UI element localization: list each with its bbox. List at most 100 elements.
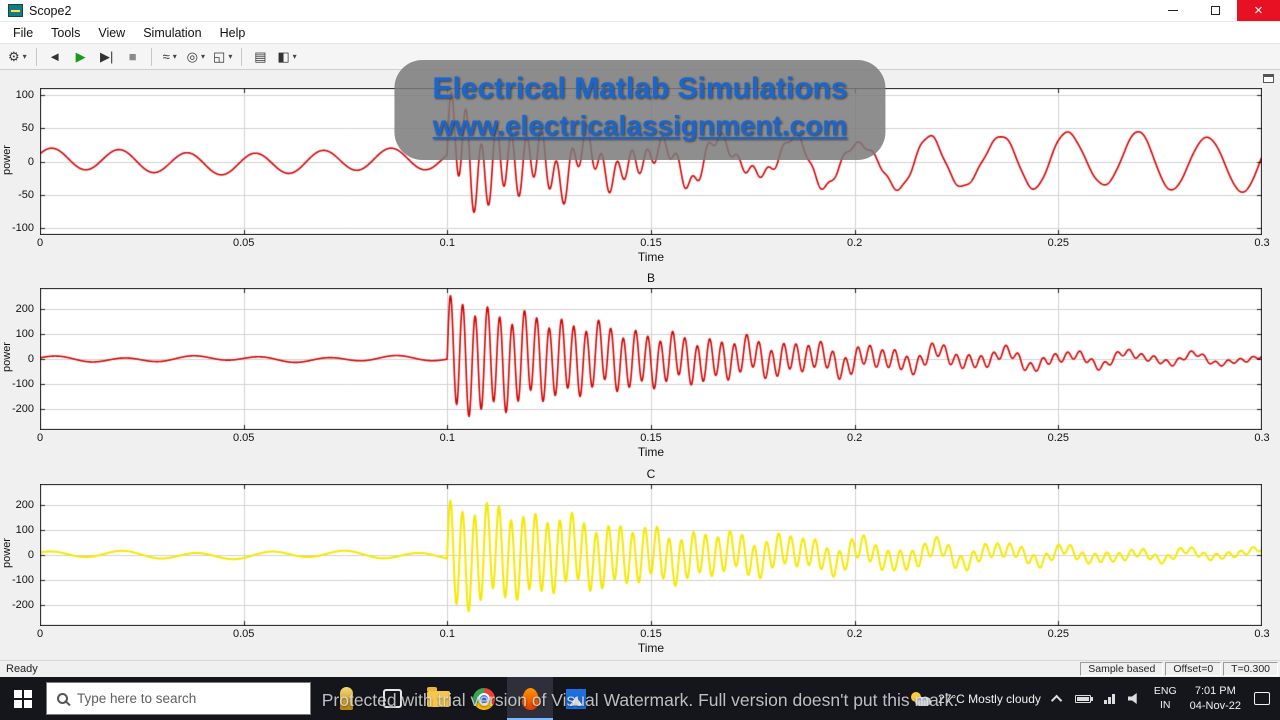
watermark-title: Electrical Matlab Simulations — [432, 72, 848, 105]
scope-app-icon — [8, 4, 23, 17]
x-tick-label: 0.2 — [847, 628, 863, 640]
toolbar-zoom-button[interactable]: ◎ — [184, 46, 208, 67]
x-tick-label: 0.2 — [847, 432, 863, 444]
toolbar-autoscale-button[interactable]: ◱ — [210, 46, 235, 67]
scope-plot-b: B power -200 -100 0 100 200 0 0.05 0.1 0.15 0.2 0… — [0, 271, 1280, 459]
menu-view[interactable]: View — [98, 25, 126, 40]
x-tick-label: 0.3 — [1254, 432, 1270, 444]
scope-plot-area: power -100 -50 0 50 100 0 0.05 0.1 0.15 0.2 0.25 0… — [0, 70, 1280, 660]
plot-title: B — [646, 271, 655, 285]
toolbar-run-button[interactable]: ▶ — [75, 48, 86, 64]
tray-expand-icon[interactable] — [1050, 694, 1063, 706]
x-tick-label: 0.05 — [232, 432, 255, 444]
taskbar-file-explorer[interactable] — [415, 677, 461, 720]
toolbar-signal-selector-button[interactable]: ≈ — [158, 46, 182, 67]
toolbar-layout-button[interactable]: ▤ — [254, 48, 267, 64]
taskbar-clock[interactable]: 7:01 PM 04-Nov-22 — [1190, 684, 1241, 713]
x-tick-label: 0.05 — [232, 628, 255, 640]
battery-icon[interactable] — [1074, 694, 1093, 703]
menu-simulation[interactable]: Simulation — [143, 25, 202, 40]
minimize-button[interactable] — [1151, 0, 1194, 21]
toolbar-rewind-button[interactable]: ◄ — [48, 49, 62, 64]
y-tick-label: 0 — [27, 549, 34, 561]
x-tick-label: 0.15 — [640, 628, 662, 640]
search-input[interactable] — [77, 691, 277, 706]
region-code: IN — [1160, 698, 1171, 711]
scope-canvas-a — [40, 88, 1262, 235]
menu-file[interactable]: File — [13, 25, 34, 40]
y-tick-label: -50 — [18, 188, 34, 201]
toolbar-style-button[interactable]: ◧ — [274, 46, 299, 67]
status-ready: Ready — [6, 663, 38, 675]
x-tick-label: 0.1 — [439, 237, 455, 249]
statue-icon — [339, 687, 353, 710]
taskbar-browser[interactable] — [461, 677, 507, 720]
y-tick-label: -100 — [11, 222, 34, 235]
y-tick-label: 200 — [15, 499, 34, 512]
scope-plot-c: C power -200 -100 0 100 200 0 0.05 0.1 0.15 0.2 0… — [0, 467, 1280, 655]
x-tick-label: 0.15 — [640, 432, 662, 444]
y-tick-label: -100 — [11, 573, 34, 586]
scope-canvas-b — [40, 288, 1262, 430]
toolbar-separator — [150, 47, 152, 66]
clock-time: 7:01 PM — [1194, 685, 1236, 698]
clock-date: 04-Nov-22 — [1189, 699, 1241, 712]
windows-logo-icon — [14, 689, 32, 708]
language-indicator[interactable]: ENG IN — [1154, 685, 1177, 711]
taskbar-app-2[interactable] — [369, 677, 415, 720]
x-axis-label: Time — [637, 641, 665, 655]
taskbar-search[interactable] — [46, 682, 311, 715]
weather-widget[interactable]: 27°C Mostly cloudy — [911, 691, 1041, 706]
network-icon[interactable] — [1103, 693, 1115, 704]
scope-plot-a: power -100 -50 0 50 100 0 0.05 0.1 0.15 0.2 0.25 0… — [0, 88, 1280, 264]
toolbar-separator — [241, 47, 243, 66]
x-tick-label: 0.05 — [232, 237, 255, 249]
y-tick-label: 200 — [15, 303, 34, 316]
dock-icon[interactable] — [1263, 74, 1274, 83]
x-tick-label: 0 — [36, 237, 44, 249]
y-tick-label: -100 — [11, 377, 34, 390]
x-axis-label: Time — [637, 250, 665, 264]
video-watermark: Electrical Matlab Simulations www.electr… — [394, 60, 886, 160]
x-axis-ticks: 0 0.05 0.1 0.15 0.2 0.25 0.3 — [0, 235, 1280, 249]
menu-help[interactable]: Help — [219, 25, 246, 40]
minimize-icon — [1167, 10, 1178, 11]
taskbar-photos[interactable] — [553, 677, 599, 720]
taskbar-app-icons — [323, 677, 599, 720]
x-tick-label: 0 — [36, 432, 44, 444]
menu-bar: File Tools View Simulation Help — [0, 22, 1280, 44]
watermark-url: www.electricalassignment.com — [432, 110, 848, 141]
menu-tools[interactable]: Tools — [51, 25, 81, 40]
chrome-icon — [473, 687, 495, 710]
x-tick-label: 0.3 — [1254, 237, 1270, 249]
y-tick-label: 100 — [15, 88, 34, 101]
action-center-icon[interactable] — [1254, 692, 1270, 705]
x-axis-ticks: 0 0.05 0.1 0.15 0.2 0.25 0.3 — [0, 626, 1280, 640]
folder-icon — [426, 686, 450, 707]
taskbar-app-1[interactable] — [323, 677, 369, 720]
toolbar-step-forward-button[interactable]: ▶| — [99, 48, 114, 64]
y-tick-label: 0 — [27, 155, 34, 168]
start-button[interactable] — [0, 677, 46, 720]
y-axis-ticks: -200 -100 0 100 200 — [0, 288, 36, 430]
photos-icon — [566, 688, 586, 709]
weather-icon — [911, 691, 932, 706]
y-tick-label: 50 — [21, 122, 34, 135]
close-button[interactable]: × — [1237, 0, 1280, 21]
x-axis-ticks: 0 0.05 0.1 0.15 0.2 0.25 0.3 — [0, 430, 1280, 444]
y-axis-ticks: -200 -100 0 100 200 — [0, 484, 36, 626]
y-tick-label: 0 — [27, 353, 34, 365]
status-sample-mode: Sample based — [1080, 662, 1164, 676]
y-tick-label: 100 — [15, 328, 34, 341]
volume-icon[interactable] — [1127, 693, 1137, 704]
maximize-icon — [1211, 6, 1220, 15]
search-icon — [57, 693, 68, 704]
flame-icon — [521, 687, 539, 710]
x-tick-label: 0.3 — [1254, 628, 1270, 640]
toolbar-settings-button[interactable]: ⚙ — [5, 46, 30, 67]
toolbar-stop-button[interactable]: ■ — [128, 49, 137, 64]
status-offset: Offset=0 — [1165, 662, 1222, 676]
maximize-button[interactable] — [1194, 0, 1237, 21]
taskbar-app-5[interactable] — [507, 677, 553, 720]
